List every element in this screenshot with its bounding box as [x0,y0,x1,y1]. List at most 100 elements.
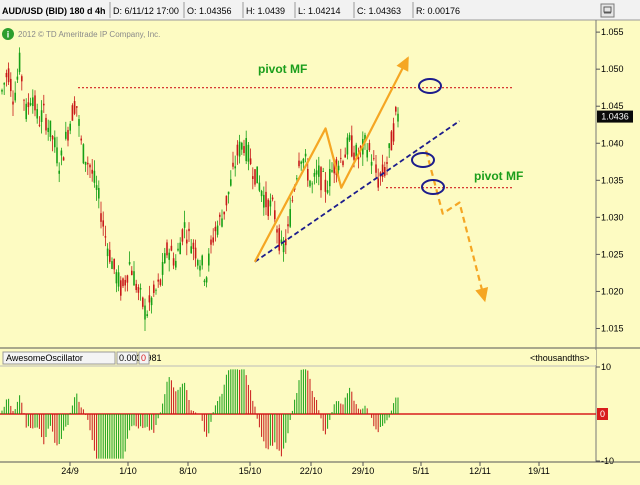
candle-body [320,167,322,191]
candle-body [368,143,371,150]
candle-body [230,179,232,186]
price-tick-label: 1.035 [601,175,624,185]
candle-body [150,297,153,306]
oscillator-axis: 10 -10 [596,362,614,466]
candle-body [7,68,10,83]
time-tick-label: 1/10 [119,466,137,476]
candle-body [10,78,12,92]
trend-line [254,120,460,263]
last-price-tag: 1.0436 [597,110,633,123]
candle-body [146,314,148,317]
candle-body [25,103,27,120]
candle-body [168,252,170,260]
candle-body [337,165,340,171]
candle-body [47,127,49,133]
candle-body [311,183,313,185]
oscillator-bars [1,369,399,459]
time-tick-label: 15/10 [239,466,262,476]
oscillator-value-box [116,351,138,365]
candle-body [392,123,395,142]
candle-body [155,289,157,291]
candle-body [186,239,188,244]
candle-body [179,242,181,255]
candle-body [21,76,23,82]
window-icon[interactable] [600,3,615,18]
candle-body [87,162,89,165]
candle-body [109,249,111,262]
candle-body [333,159,335,174]
candle-body [397,113,399,122]
candle-body [80,138,82,141]
candle-body [58,170,60,174]
candle-body [287,224,289,227]
oscillator-tick-label: -10 [601,456,614,466]
candle-body [177,248,179,251]
candle-body [278,228,280,251]
candle-body [56,147,58,164]
candle-body [201,255,203,266]
candle-body [137,287,140,293]
candle-body [353,152,355,160]
candle-body [122,278,124,287]
candle-body [298,160,300,167]
candle-body [40,110,43,123]
price-tick-label: 1.040 [601,138,624,148]
candle-body [247,144,250,162]
candle-body [324,179,327,192]
candle-body [364,134,366,141]
candle-body [243,146,245,153]
candle-body [346,137,349,155]
symbol-label: AUD/USD (BID) 180 d 4h [2,6,106,16]
candle-body [194,247,197,259]
candle-body [315,170,318,175]
time-axis: 24/9 1/10 8/10 15/10 22/10 29/10 5/11 12/11 19/1… [61,462,550,476]
last-price-label: 1.0436 [601,112,629,122]
candle-body [51,136,54,140]
candle-body [329,168,331,187]
candle-body [212,237,214,243]
oscillator-name-box[interactable] [2,351,116,365]
highlight-ellipse [421,179,445,195]
info-icon[interactable]: i [2,28,14,40]
candle-body [274,210,276,220]
candle-body [89,164,91,168]
candle-body [161,261,164,275]
candle-body [386,162,388,164]
candle-body [131,270,133,276]
candle-body [302,158,305,164]
candle-body [67,130,69,141]
candle-body [208,253,210,266]
candle-body [91,169,93,174]
candle-body [254,169,256,185]
candle-body [342,161,344,166]
candle-body [139,288,142,290]
candle-body [45,117,47,131]
candle-body [351,135,353,157]
candle-body [359,146,362,149]
oscillator-zero-tag: 0 [597,408,608,420]
pivot-label-right: pivot MF [474,169,523,183]
oscillator-zero-label: 0 [600,409,605,419]
candle-body [373,158,375,160]
candle-body [54,137,56,148]
candle-body [289,209,291,227]
candle-body [18,52,21,73]
candle-body [197,260,199,266]
candle-body [348,135,351,141]
candle-body [219,214,221,217]
candle-body [245,138,247,162]
candle-body [14,92,16,101]
candle-body [60,150,63,156]
candle-body [183,222,186,228]
price-tick-label: 1.050 [601,64,624,74]
candle-body [172,258,175,266]
candle-body [285,238,287,246]
candle-body [267,199,269,217]
candle-body [49,120,52,137]
candle-body [307,169,309,181]
candle-body [159,279,162,285]
candle-body [313,172,316,177]
candle-body [104,236,107,238]
